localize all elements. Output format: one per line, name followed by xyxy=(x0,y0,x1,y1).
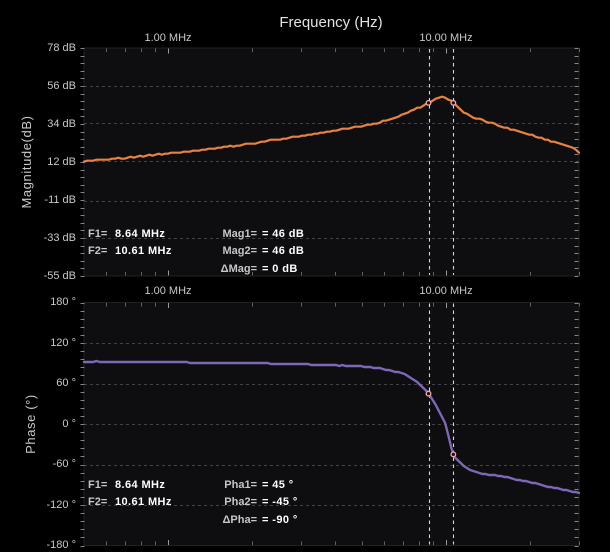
pha-f2-value: 10.61 MHz xyxy=(115,496,172,508)
pha-ytick-label: 180 ° xyxy=(50,296,76,308)
phase-trace xyxy=(82,359,581,495)
mag-ytick-label: 12 dB xyxy=(47,156,76,168)
magnitude-cursor-marker xyxy=(450,99,457,106)
pha-ytick-label: 60 ° xyxy=(56,377,76,389)
mag2-label: Mag2= xyxy=(222,245,257,257)
mag1-label: Mag1= xyxy=(222,228,257,240)
delta-pha-label: ΔPha= xyxy=(222,514,257,526)
pha-ytick-label: 0 ° xyxy=(62,418,76,430)
pha1-value: = 45 ° xyxy=(262,479,294,491)
pha1-label: Pha1= xyxy=(224,479,257,491)
mag-ytick-label: 56 dB xyxy=(47,80,76,92)
pha-ytick-label: -180 ° xyxy=(46,539,76,551)
mag-f2-label: F2= xyxy=(88,245,108,257)
pha2-label: Pha2= xyxy=(224,496,257,508)
mag-ytick-label: -55 dB xyxy=(43,270,76,282)
magnitude-cursor-marker xyxy=(425,99,432,106)
mag-f2-value: 10.61 MHz xyxy=(115,245,172,257)
delta-pha-value: = -90 ° xyxy=(262,514,298,526)
mag1-value: = 46 dB xyxy=(262,228,305,240)
pha-f2-label: F2= xyxy=(88,496,108,508)
pha-xtick-label: 10.00 MHz xyxy=(419,285,473,297)
mag-ytick-label: -33 dB xyxy=(43,232,76,244)
pha-xtick-label: 1.00 MHz xyxy=(144,285,192,297)
pha-ytick-label: 120 ° xyxy=(50,337,76,349)
delta-mag-label: ΔMag= xyxy=(220,263,257,275)
phase-cursor-marker xyxy=(450,451,457,458)
mag-ytick-label: -11 dB xyxy=(44,194,76,206)
pha-f1-label: F1= xyxy=(88,479,108,491)
frequency-axis-title: Frequency (Hz) xyxy=(279,14,383,31)
pha-ytick-label: -60 ° xyxy=(52,458,76,470)
magnitude-trace xyxy=(82,95,581,163)
pha-f1-value: 8.64 MHz xyxy=(115,479,166,491)
pha-ytick-label: -120 ° xyxy=(46,499,76,511)
pha2-value: = -45 ° xyxy=(262,496,298,508)
mag-f1-label: F1= xyxy=(88,228,108,240)
phase-cursor-marker xyxy=(425,390,432,397)
mag-xtick-label: 1.00 MHz xyxy=(144,32,192,44)
mag2-value: = 46 dB xyxy=(262,245,305,257)
mag-ytick-label: 78 dB xyxy=(47,42,76,54)
delta-mag-value: = 0 dB xyxy=(262,263,298,275)
mag-xtick-label: 10.00 MHz xyxy=(419,32,473,44)
mag-f1-value: 8.64 MHz xyxy=(115,228,166,240)
mag-ytick-label: 34 dB xyxy=(47,118,76,130)
